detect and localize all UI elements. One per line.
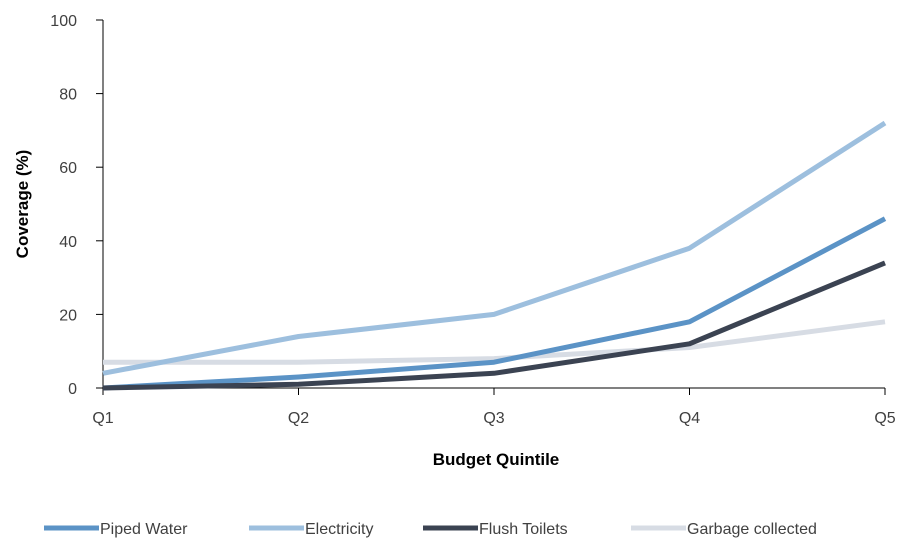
x-tick-label: Q4 xyxy=(679,410,700,427)
series-line-flush-toilets xyxy=(102,260,886,391)
x-axis: Q1 Q2 Q3 Q4 Q5 xyxy=(92,387,896,427)
legend-label: Garbage collected xyxy=(687,521,817,538)
legend-item-electricity: Electricity xyxy=(249,521,373,538)
series-line-electricity xyxy=(102,120,887,376)
y-tick-label: 100 xyxy=(50,13,77,30)
y-tick-label: 60 xyxy=(59,160,77,177)
x-ticks: Q1 Q2 Q3 Q4 Q5 xyxy=(92,388,896,427)
x-tick-label: Q5 xyxy=(874,410,895,427)
y-ticks: 0 20 40 60 80 100 xyxy=(50,13,103,398)
y-axis-title: Coverage (%) xyxy=(13,150,32,259)
series-line-piped-water xyxy=(102,216,887,391)
y-tick-label: 0 xyxy=(68,381,77,398)
x-tick-label: Q2 xyxy=(288,410,309,427)
series-line-garbage-collected xyxy=(103,319,886,365)
legend: Piped Water Electricity Flush Toilets Garba… xyxy=(44,521,817,538)
series-group xyxy=(102,120,887,391)
legend-item-garbage-collected: Garbage collected xyxy=(631,521,817,538)
y-axis: 0 20 40 60 80 100 xyxy=(50,13,104,398)
x-axis-title: Budget Quintile xyxy=(433,450,560,469)
x-tick-label: Q1 xyxy=(92,410,113,427)
x-tick-label: Q3 xyxy=(483,410,504,427)
y-tick-label: 20 xyxy=(59,307,77,324)
legend-label: Piped Water xyxy=(100,521,188,538)
legend-label: Flush Toilets xyxy=(479,521,568,538)
y-tick-label: 40 xyxy=(59,234,77,251)
legend-item-piped-water: Piped Water xyxy=(44,521,188,538)
legend-item-flush-toilets: Flush Toilets xyxy=(423,521,568,538)
y-tick-label: 80 xyxy=(59,87,77,104)
legend-label: Electricity xyxy=(305,521,373,538)
